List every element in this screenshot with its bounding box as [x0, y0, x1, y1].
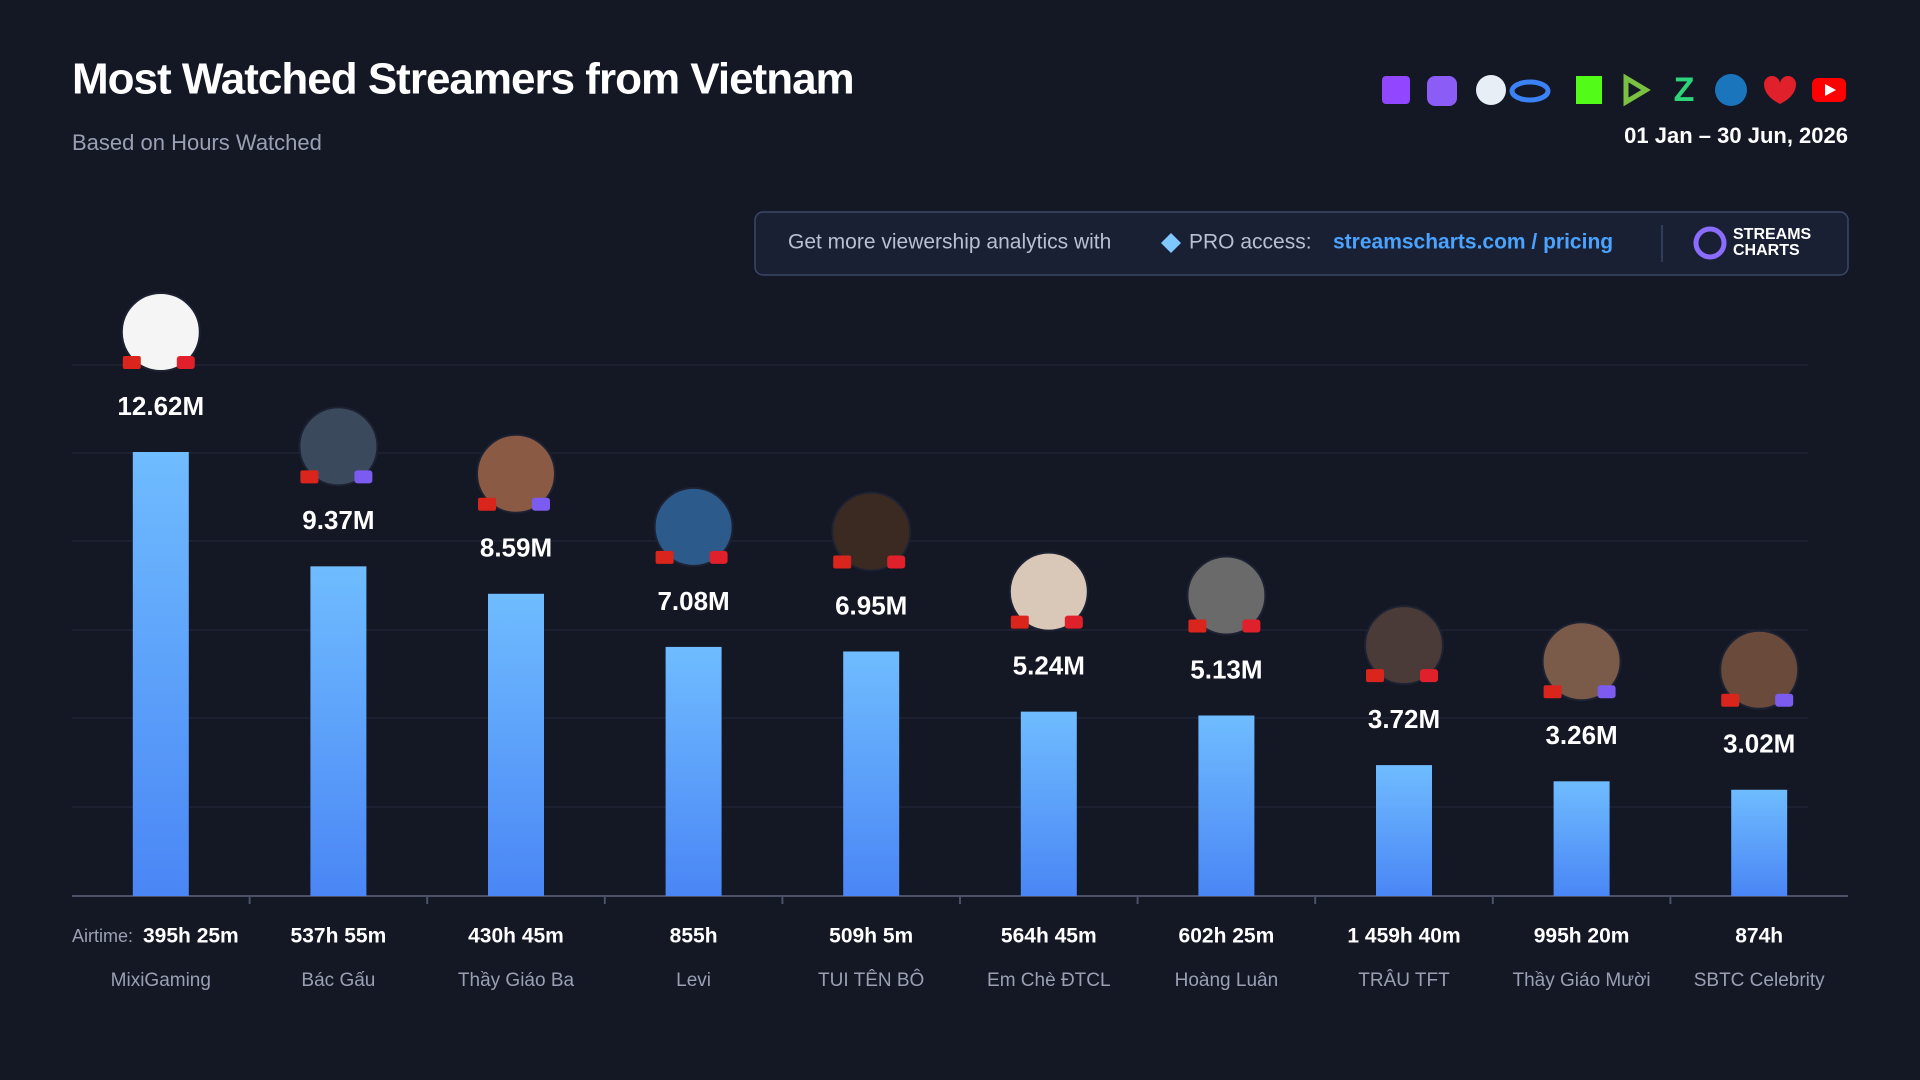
platform-badge [1420, 669, 1438, 683]
x-tick-label: Bác Gấu [301, 970, 375, 991]
platform-badge [1775, 693, 1794, 707]
bar [843, 651, 900, 896]
platform-icons: Z [1382, 71, 1846, 109]
bar [132, 452, 189, 896]
svg-text:Z: Z [1674, 71, 1695, 109]
avatar [120, 292, 201, 372]
airtime: 564h 45m [1001, 925, 1097, 948]
date-range: 01 Jan – 30 Jun, 2026 [1624, 123, 1848, 148]
airtime: 874h [1735, 925, 1783, 948]
airtime: 995h 20m [1534, 925, 1630, 948]
x-tick-label: TRÂU TFT [1358, 969, 1450, 991]
airtime-label: Airtime: [72, 926, 133, 946]
chart-subtitle: Based on Hours Watched [72, 130, 322, 155]
value-label: 8.59M [480, 533, 552, 563]
value-label: 5.13M [1190, 654, 1262, 684]
promo-banner: Get more viewership analytics with PRO a… [754, 211, 1849, 276]
platform-badge [887, 555, 906, 569]
airtime: 855h [670, 925, 718, 948]
value-label: 3.26M [1545, 720, 1617, 750]
avatar [1008, 551, 1089, 632]
flag [1366, 669, 1384, 683]
flag [655, 550, 674, 564]
bar [1553, 781, 1610, 896]
promo-link[interactable]: streamscharts.com / pricing [1333, 231, 1613, 254]
chart-title: Most Watched Streamers from Vietnam [72, 55, 854, 104]
flag [300, 470, 319, 484]
bar [310, 566, 367, 896]
bar [1198, 715, 1255, 896]
airtime: 509h 5m [829, 925, 913, 948]
value-label: 12.62M [117, 391, 204, 421]
bar [1731, 789, 1788, 896]
avatar [1364, 605, 1444, 686]
x-tick-label: Thầy Giáo Ba [458, 970, 575, 991]
platform-badge [1242, 619, 1261, 633]
flag [122, 356, 141, 369]
flag [1721, 693, 1740, 707]
platform-badge [709, 550, 728, 564]
x-tick-label: Hoàng Luân [1175, 970, 1279, 991]
flag [833, 555, 852, 569]
avatar [653, 486, 734, 567]
flag [1543, 685, 1562, 699]
x-tick-label: SBTC Celebrity [1694, 970, 1825, 991]
platform-badge [1597, 685, 1616, 699]
airtime: 430h 45m [468, 925, 564, 948]
platform-badge [176, 356, 195, 369]
x-tick-label: Levi [676, 970, 711, 991]
value-label: 5.24M [1013, 651, 1085, 681]
logo-text: CHARTS [1733, 242, 1800, 259]
platform-badge [354, 470, 373, 484]
bar [488, 593, 544, 896]
avatar [1719, 629, 1800, 710]
value-label: 3.02M [1723, 729, 1795, 759]
avatar [1186, 555, 1267, 636]
avatar [476, 433, 556, 514]
promo-text: Get more viewership analytics with [788, 231, 1111, 254]
x-tick-label: TUI TÊN BÔ [818, 969, 924, 991]
x-tick-label: Em Chè ĐTCL [987, 970, 1111, 991]
platform-badge [1064, 615, 1083, 629]
value-label: 6.95M [835, 590, 907, 620]
value-label: 3.72M [1368, 704, 1440, 734]
avatar [831, 491, 912, 572]
platform-badge [532, 497, 550, 511]
airtime: 395h 25m [143, 925, 239, 948]
bar [1376, 765, 1432, 896]
flag [1188, 619, 1207, 633]
value-label: 9.37M [302, 505, 374, 535]
x-tick-label: Thầy Giáo Mười [1513, 970, 1651, 991]
avatar [1541, 621, 1622, 702]
flag [478, 497, 496, 511]
promo-pro: PRO access: [1189, 231, 1312, 254]
bar [1020, 711, 1077, 896]
flag [1010, 615, 1029, 629]
airtime: 537h 55m [291, 925, 387, 948]
logo-text: STREAMS [1733, 226, 1812, 243]
x-tick-label: MixiGaming [111, 970, 211, 991]
airtime: 1 459h 40m [1347, 925, 1460, 948]
bar [665, 646, 722, 896]
avatar [298, 406, 379, 487]
airtime: 602h 25m [1179, 925, 1275, 948]
value-label: 7.08M [657, 586, 729, 616]
